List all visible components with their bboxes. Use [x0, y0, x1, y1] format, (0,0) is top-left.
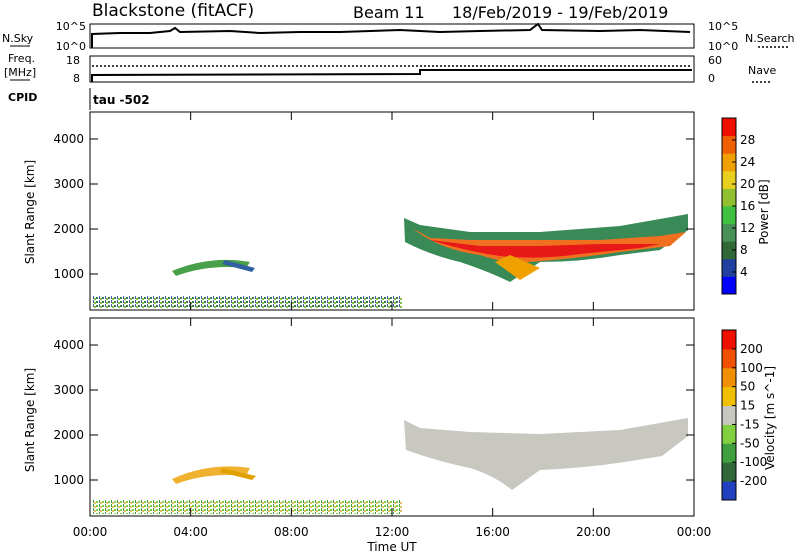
velocity-colorbar-swatch — [722, 462, 736, 482]
power-colorbar-swatch — [722, 258, 736, 277]
power-colorbar-swatch — [722, 118, 736, 137]
power-colorbar-swatch — [722, 241, 736, 260]
power-echo-layer — [92, 214, 688, 308]
time-x-label: Time UT — [366, 540, 417, 554]
power-colorbar-tick-label: 4 — [740, 265, 748, 279]
date-range: 18/Feb/2019 - 19/Feb/2019 — [452, 3, 668, 22]
velocity-colorbar-label: Velocity [m s^-1] — [763, 366, 777, 470]
power-y-tick-label: 4000 — [53, 132, 84, 146]
nsky-panel — [89, 23, 695, 49]
freq-label-1: Freq. — [8, 52, 35, 65]
velocity-colorbar-tick-label: 200 — [740, 342, 763, 356]
velocity-y-tick-label: 2000 — [53, 428, 84, 442]
power-colorbar-swatch — [722, 206, 736, 225]
power-colorbar-tick-label: 28 — [740, 133, 755, 147]
velocity-colorbar-tick-label: 15 — [740, 399, 755, 413]
time-x-tick-label: 00:00 — [677, 525, 712, 539]
velocity-colorbar-tick-label: -50 — [740, 436, 760, 450]
nsearch-tick-bottom: 10^0 — [708, 40, 738, 53]
power-y-tick-label: 3000 — [53, 177, 84, 191]
power-y-tick-label: 1000 — [53, 267, 84, 281]
nave-tick-bottom: 0 — [708, 72, 715, 85]
nave-tick-top: 60 — [708, 54, 722, 67]
beam-label: Beam 11 — [353, 3, 425, 22]
freq-label-2: [MHz] — [4, 66, 36, 79]
power-colorbar-swatch — [722, 170, 736, 189]
freq-tick-bottom: 8 — [73, 72, 80, 85]
power-arc-speck — [222, 260, 255, 272]
velocity-main-echo — [404, 418, 688, 490]
nsky-label: N.Sky — [2, 32, 34, 45]
freq-tick-top: 18 — [66, 54, 80, 67]
velocity-arc-speck — [220, 468, 256, 480]
power-y-tick-label: 2000 — [53, 222, 84, 236]
time-x-tick-label: 00:00 — [73, 525, 108, 539]
cpid-label: CPID — [8, 91, 37, 104]
freq-trace — [91, 69, 692, 82]
cpid-value: tau -502 — [93, 93, 150, 107]
power-colorbar-swatch — [722, 223, 736, 242]
velocity-colorbar-tick-label: -200 — [740, 474, 767, 488]
power-ground-band — [92, 296, 402, 308]
nsearch-label: N.Search — [745, 32, 795, 45]
power-colorbar-swatch — [722, 276, 736, 295]
power-y-label: Slant Range [km] — [23, 160, 37, 264]
velocity-y-tick-label: 4000 — [53, 338, 84, 352]
power-colorbar-tick-label: 8 — [740, 243, 748, 257]
power-colorbar-swatch — [722, 153, 736, 172]
power-colorbar-swatch — [722, 188, 736, 207]
nsky-tick-bottom: 10^0 — [56, 40, 86, 53]
velocity-colorbar-swatch — [722, 443, 736, 463]
velocity-colorbar-swatch — [722, 424, 736, 444]
power-colorbar-swatch — [722, 135, 736, 154]
station-title: Blackstone (fitACF) — [92, 1, 254, 21]
power-colorbar-tick-label: 24 — [740, 155, 755, 169]
nsky-trace — [91, 22, 691, 48]
velocity-colorbar-tick-label: -100 — [740, 455, 767, 469]
velocity-echo-layer — [92, 418, 688, 514]
power-echo-tail — [495, 255, 540, 280]
velocity-colorbar-tick-label: 100 — [740, 361, 763, 375]
velocity-colorbar-swatch — [722, 348, 736, 369]
time-x-axis: 00:00 04:00 08:00 12:00 16:00 20:00 00:00 — [73, 112, 712, 539]
velocity-y-axis: 4000 3000 2000 1000 — [53, 338, 694, 487]
velocity-colorbar-frame — [721, 329, 737, 501]
power-colorbar-label: Power [dB] — [757, 179, 771, 244]
power-panel-frame — [89, 111, 695, 311]
time-x-tick-label: 04:00 — [173, 525, 208, 539]
velocity-panel-frame — [89, 317, 695, 517]
power-colorbar: 28 24 20 16 12 8 4 — [721, 117, 755, 295]
nsky-tick-top: 10^5 — [56, 20, 86, 33]
velocity-colorbar-swatch — [722, 481, 736, 501]
power-y-axis: 4000 3000 2000 1000 — [53, 132, 694, 281]
power-main-echo-core — [412, 228, 686, 263]
time-x-tick-label: 08:00 — [274, 525, 309, 539]
velocity-colorbar: 200 100 50 15 -15 -50 -100 -200 — [721, 329, 767, 501]
power-colorbar-tick-label: 20 — [740, 177, 755, 191]
velocity-colorbar-swatch — [722, 367, 736, 388]
nsearch-tick-top: 10^5 — [708, 20, 738, 33]
power-main-echo-peak — [430, 240, 660, 258]
velocity-ground-band — [92, 500, 402, 514]
power-colorbar-tick-label: 16 — [740, 199, 755, 213]
velocity-colorbar-swatch — [722, 386, 736, 407]
velocity-y-label: Slant Range [km] — [23, 368, 37, 472]
time-x-tick-label: 12:00 — [375, 525, 410, 539]
time-x-tick-label: 20:00 — [576, 525, 611, 539]
velocity-colorbar-tick-label: 50 — [740, 380, 755, 394]
time-x-tick-label: 16:00 — [475, 525, 510, 539]
velocity-colorbar-swatch — [722, 405, 736, 425]
velocity-y-tick-label: 3000 — [53, 383, 84, 397]
power-colorbar-tick-label: 12 — [740, 221, 755, 235]
velocity-colorbar-swatch — [722, 330, 736, 350]
velocity-y-tick-label: 1000 — [53, 473, 84, 487]
nave-label: Nave — [748, 64, 776, 77]
velocity-colorbar-tick-label: -15 — [740, 417, 760, 431]
